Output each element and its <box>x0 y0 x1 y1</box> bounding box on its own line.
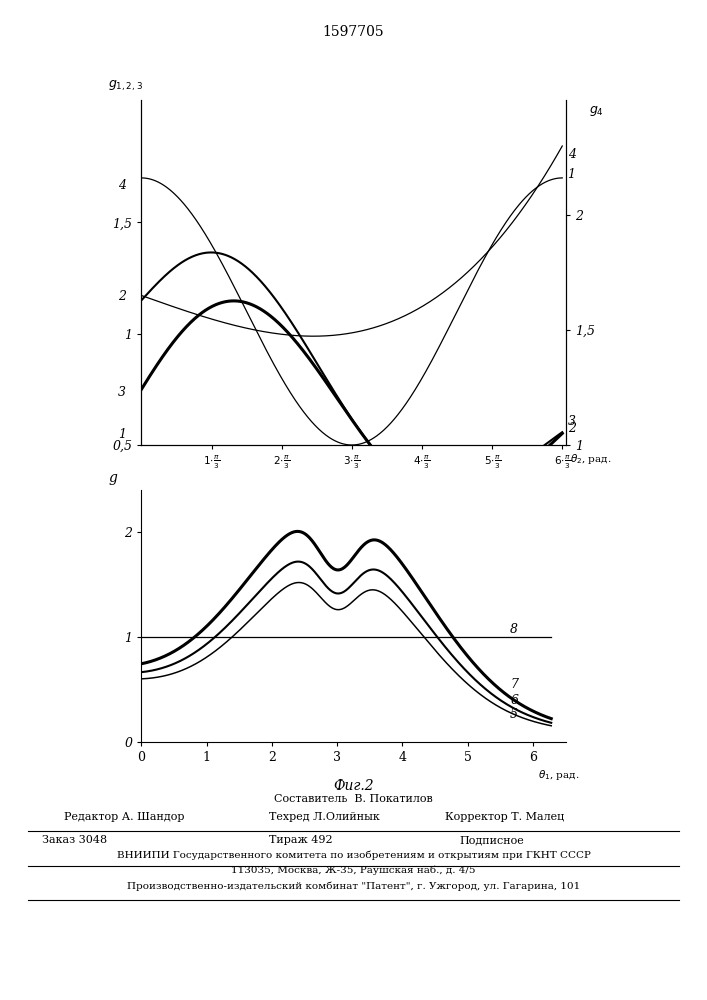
Text: Техред Л.Олийнык: Техред Л.Олийнык <box>269 812 380 822</box>
Text: Подписное: Подписное <box>460 835 525 845</box>
Text: 1597705: 1597705 <box>322 25 385 39</box>
Text: Тираж 492: Тираж 492 <box>269 835 332 845</box>
Text: 2: 2 <box>118 290 126 303</box>
Text: ВНИИПИ Государственного комитета по изобретениям и открытиям при ГКНТ СССР: ВНИИПИ Государственного комитета по изоб… <box>117 850 590 860</box>
Text: $g_{1,2,3}$: $g_{1,2,3}$ <box>108 79 143 93</box>
Text: Заказ 3048: Заказ 3048 <box>42 835 107 845</box>
Text: $\theta_2$, рад.: $\theta_2$, рад. <box>571 452 612 466</box>
Text: 7: 7 <box>510 678 518 691</box>
Text: $\theta_1$, рад.: $\theta_1$, рад. <box>537 768 579 782</box>
Text: 8: 8 <box>510 623 518 636</box>
Text: 3: 3 <box>118 386 126 399</box>
Text: Фиг.1: Фиг.1 <box>333 494 374 508</box>
Text: 1: 1 <box>118 428 126 441</box>
Text: 4: 4 <box>118 179 126 192</box>
Text: 113035, Москва, Ж-35, Раушская наб., д. 4/5: 113035, Москва, Ж-35, Раушская наб., д. … <box>231 866 476 875</box>
Text: g: g <box>109 471 117 485</box>
Text: 5: 5 <box>510 708 518 721</box>
Text: Составитель  В. Покатилов: Составитель В. Покатилов <box>274 794 433 804</box>
Text: 1: 1 <box>568 168 575 181</box>
Text: Фиг.2: Фиг.2 <box>333 779 374 793</box>
Text: Корректор Т. Малец: Корректор Т. Малец <box>445 812 565 822</box>
Text: $g_4$: $g_4$ <box>589 104 604 118</box>
Text: 2: 2 <box>568 422 575 435</box>
Text: 4: 4 <box>568 147 575 160</box>
Text: 3: 3 <box>568 415 575 428</box>
Text: Редактор А. Шандор: Редактор А. Шандор <box>64 812 184 822</box>
Text: 6: 6 <box>510 694 518 707</box>
Text: Производственно-издательский комбинат "Патент", г. Ужгород, ул. Гагарина, 101: Производственно-издательский комбинат "П… <box>127 882 580 891</box>
